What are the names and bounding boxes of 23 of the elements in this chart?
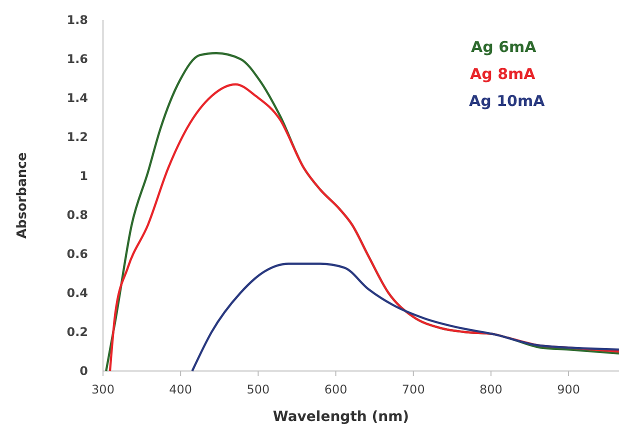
y-axis-title: Absorbance — [15, 152, 30, 239]
x-tick-label: 600 — [324, 382, 348, 396]
y-tick-label: 1 — [80, 168, 88, 183]
y-tick-label: 0.2 — [66, 324, 88, 339]
line-series — [191, 262, 619, 372]
x-tick-label: 900 — [557, 382, 580, 396]
y-tick-label: 0.4 — [66, 286, 88, 300]
y-tick-label: 1.2 — [66, 130, 88, 144]
y-tick-label: 1.6 — [66, 52, 88, 66]
text: Ag 6mA — [471, 38, 537, 56]
x-tick-label: 800 — [480, 382, 502, 396]
text: Ag 10mA — [469, 92, 546, 110]
y-tick-label: 0 — [80, 364, 88, 378]
y-tick-label: 1.4 — [66, 90, 88, 105]
y-tick-label: 1.8 — [66, 12, 88, 27]
x-tick-label: 400 — [169, 382, 192, 396]
x-axis-title: Wavelength (nm) — [272, 409, 410, 425]
y-tick-label: 0.6 — [66, 246, 88, 261]
x-tick-label: 300 — [92, 382, 114, 396]
y-tick-label: 0.8 — [66, 208, 88, 222]
x-tick-label: 500 — [246, 382, 270, 396]
text: Ag 8mA — [470, 65, 536, 83]
x-tick-label: 700 — [402, 382, 425, 396]
